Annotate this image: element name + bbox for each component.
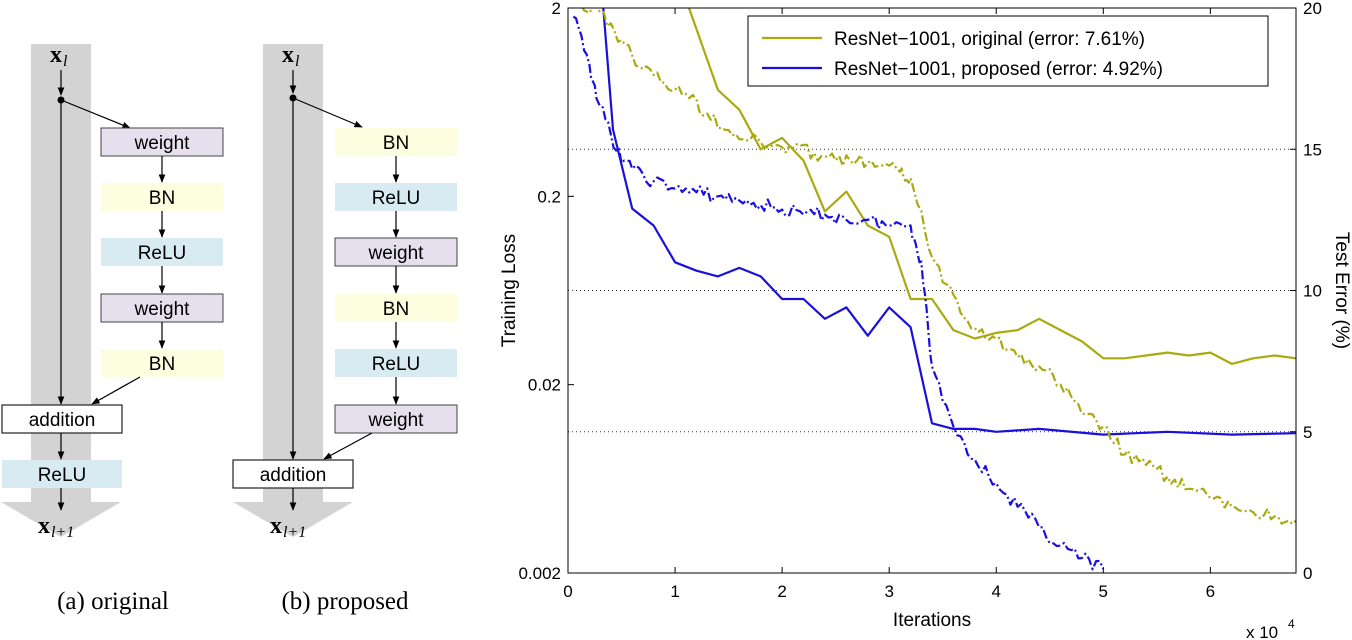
legend-label: ResNet−1001, proposed (error: 4.92%) [834,59,1163,80]
output-label-proposed: x [270,513,282,539]
x-tick-label: 4 [992,582,1001,601]
input-label-proposed: x [282,42,294,68]
addition-box-original [1,404,123,434]
arrow-branch-original [60,99,131,129]
output-label-original: x [38,513,50,539]
arrow-branch-proposed [292,97,363,128]
addition-box-proposed [232,459,354,489]
output-sub-proposed: l+1 [283,524,306,541]
x-tick-label: 5 [1099,582,1108,601]
x-multiplier-label: x 10 [1246,623,1278,640]
input-sub-original: l [63,53,68,70]
training-loss-series [572,15,1105,571]
caption-original: (a) original [57,588,169,615]
legend: ResNet−1001, original (error: 7.61%) ResN… [747,15,1269,87]
block-label-proposed: BN [383,133,409,154]
y-axis-label-right: Test Error (%) [1331,232,1352,349]
grid [568,148,1296,433]
training-loss-series [581,8,1296,526]
y-right-tick-label: 15 [1303,140,1322,159]
block-bn-1-proposed [335,128,457,156]
diagram-original: x l weight BN ReLU weight BN addition Re… [1,42,224,615]
x-multiplier-exponent: 4 [1288,617,1295,631]
block-bn-1-original [101,183,223,211]
y-right-tick-label: 10 [1303,282,1322,301]
block-weight-1-original [100,127,224,157]
x-tick-label: 6 [1206,582,1215,601]
block-label-proposed: weight [368,243,425,264]
legend-label: ResNet−1001, original (error: 7.61%) [834,29,1145,50]
block-weight-2-proposed [334,404,458,434]
arrow-to-addition-proposed [323,432,373,460]
output-sub-original: l+1 [51,524,74,541]
block-label-original: weight [134,299,191,320]
y-left-tick-label: 2 [552,0,561,18]
y-left-tick-label: 0.002 [518,564,561,583]
x-axis-label: Iterations [893,610,971,631]
post-relu-label-original: ReLU [38,465,87,486]
block-relu-1-proposed [335,183,457,211]
block-label-proposed: weight [368,410,425,431]
addition-label-original: addition [29,410,96,431]
y-right-tick-label: 20 [1303,0,1322,18]
legend-box [747,15,1269,87]
test-error-series [602,8,1296,436]
y-right-tick-label: 0 [1303,564,1312,583]
test-error-series [687,8,1296,365]
x-tick-label: 1 [670,582,679,601]
series-group [572,8,1296,571]
block-label-original: ReLU [138,243,187,264]
block-bn-2-proposed [335,294,457,322]
block-relu-2-proposed [335,349,457,377]
input-label-original: x [50,42,62,68]
block-label-original: BN [149,188,175,209]
x-tick-label: 3 [884,582,893,601]
block-label-original: BN [149,354,175,375]
block-weight-2-original [100,293,224,323]
block-label-proposed: ReLU [372,188,421,209]
block-label-proposed: BN [383,299,409,320]
addition-label-proposed: addition [260,465,327,486]
input-sub-proposed: l [295,53,300,70]
y-axis-label-left: Training Loss [499,234,520,347]
y-left-tick-label: 0.02 [528,376,561,395]
y-right-tick-label: 5 [1303,423,1312,442]
x-tick-label: 0 [563,582,572,601]
block-label-proposed: ReLU [372,354,421,375]
block-relu-1-original [101,238,223,266]
arrow-to-addition-original [91,376,141,405]
block-weight-1-proposed [334,237,458,267]
caption-proposed: (b) proposed [281,588,409,615]
block-label-original: weight [134,133,191,154]
post-relu-original [2,460,122,488]
diagram-proposed: x l BN ReLU weight BN ReLU weight additi… [232,42,458,615]
block-bn-2-original [101,349,223,377]
x-tick-label: 2 [777,582,786,601]
y-left-tick-label: 0.2 [537,187,561,206]
